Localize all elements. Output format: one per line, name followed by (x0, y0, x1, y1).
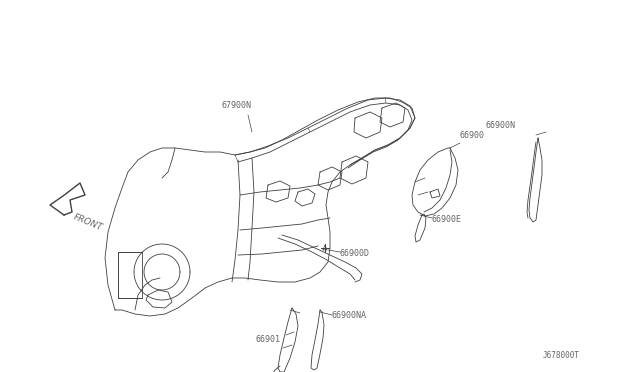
Text: 66900NA: 66900NA (332, 311, 367, 320)
Text: 66901: 66901 (256, 335, 281, 344)
Text: J678000T: J678000T (543, 351, 580, 360)
Text: 66900E: 66900E (432, 215, 462, 224)
Text: FRONT: FRONT (72, 212, 104, 232)
Text: 66900D: 66900D (340, 249, 370, 258)
Text: 66900: 66900 (460, 131, 485, 140)
Text: 66900N: 66900N (486, 121, 516, 130)
Text: 67900N: 67900N (222, 101, 252, 110)
